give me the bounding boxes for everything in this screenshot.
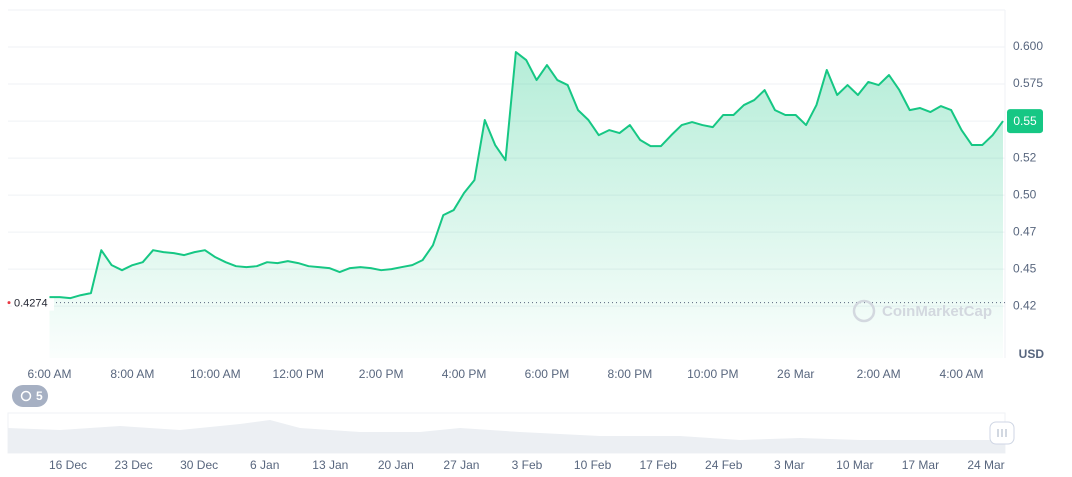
y-tick-label: 0.575 [1013, 76, 1043, 90]
y-tick-label: 0.47 [1013, 224, 1037, 238]
navigator-date-label: 24 Feb [705, 458, 743, 472]
currency-label: USD [1019, 347, 1045, 361]
navigator-date-label: 3 Feb [512, 458, 543, 472]
x-tick-label: 6:00 PM [525, 367, 570, 381]
x-tick-label: 10:00 AM [190, 367, 241, 381]
navigator-date-label: 17 Mar [902, 458, 939, 472]
last-price-box [1007, 109, 1043, 134]
area-fill [49, 52, 1003, 359]
y-tick-label: 0.42 [1013, 298, 1037, 312]
x-tick-label: 8:00 AM [110, 367, 154, 381]
x-tick-label: 6:00 AM [27, 367, 71, 381]
navigator-date-label: 30 Dec [180, 458, 218, 472]
watermark-text: CoinMarketCap [882, 303, 992, 320]
x-tick-label: 12:00 PM [273, 367, 324, 381]
y-tick-label: 0.45 [1013, 261, 1037, 275]
navigator-date-label: 10 Feb [574, 458, 612, 472]
badge-text: 5 [36, 389, 43, 403]
y-tick-label: 0.50 [1013, 187, 1037, 201]
navigator-date-label: 13 Jan [312, 458, 348, 472]
open-price-label: 0.4274 [14, 298, 48, 310]
history-badge[interactable]: 5 [12, 385, 48, 407]
x-tick-label: 26 Mar [777, 367, 814, 381]
navigator-date-label: 10 Mar [836, 458, 873, 472]
navigator-date-label: 24 Mar [967, 458, 1004, 472]
x-tick-label: 2:00 AM [857, 367, 901, 381]
x-tick-label: 8:00 PM [608, 367, 653, 381]
x-tick-label: 10:00 PM [687, 367, 738, 381]
navigator-area [8, 420, 1005, 453]
navigator-date-label: 27 Jan [443, 458, 479, 472]
x-tick-label: 4:00 AM [940, 367, 984, 381]
x-tick-label: 4:00 PM [442, 367, 487, 381]
open-price-label-bg [12, 294, 54, 311]
navigator-date-label: 20 Jan [378, 458, 414, 472]
navigator-date-label: 23 Dec [115, 458, 153, 472]
y-tick-label: 0.600 [1013, 39, 1043, 53]
navigator-date-label: 6 Jan [250, 458, 279, 472]
watermark-logo [852, 299, 876, 323]
navigator-date-label: 3 Mar [774, 458, 805, 472]
x-tick-label: 2:00 PM [359, 367, 404, 381]
open-price-dot [7, 301, 11, 305]
price-line [49, 51, 1004, 300]
navigator-date-label: 17 Feb [639, 458, 677, 472]
watermark: CoinMarketCap [852, 299, 992, 323]
navigator-handle[interactable] [989, 421, 1015, 445]
last-price-label: 0.55 [1013, 114, 1037, 128]
badge-icon [20, 390, 32, 402]
y-tick-label: 0.52 [1013, 150, 1037, 164]
navigator-date-label: 16 Dec [49, 458, 87, 472]
